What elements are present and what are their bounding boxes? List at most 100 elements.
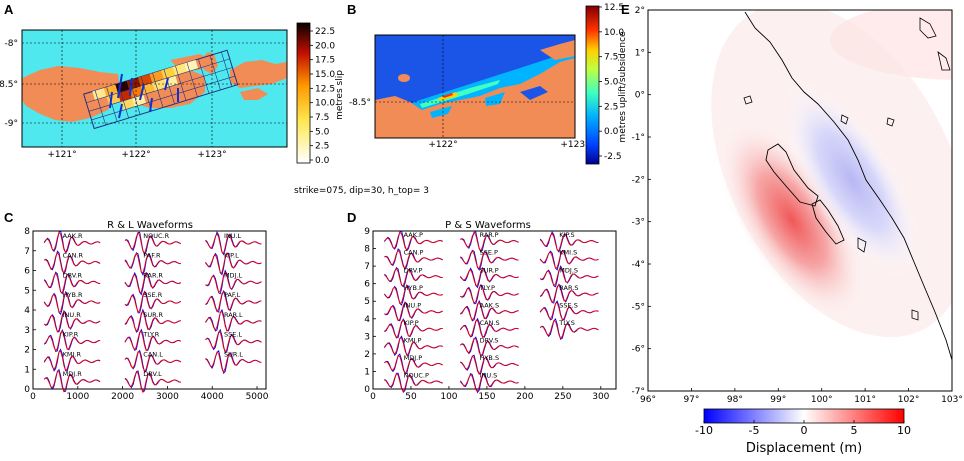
island-coastline bbox=[840, 114, 849, 125]
colorbar-tick-label: 10.0 bbox=[315, 99, 335, 109]
station-label: HYB.R bbox=[63, 291, 83, 299]
synthetic-waveform bbox=[539, 249, 599, 269]
colorbar-tick-label: 0.0 bbox=[315, 156, 330, 166]
synthetic-waveform bbox=[539, 232, 599, 252]
synthetic-waveform bbox=[43, 350, 101, 372]
model-caption: strike=075, dip=30, h_top= 3 bbox=[294, 186, 429, 196]
colorbar-tick-label: 5.0 bbox=[315, 127, 330, 137]
x-tick: +123° bbox=[197, 150, 226, 160]
y-tick-label: 8 bbox=[24, 227, 30, 237]
synthetic-waveform bbox=[124, 371, 181, 393]
colorbar-label: metres slip bbox=[335, 70, 345, 120]
station-label: INU.P bbox=[404, 301, 422, 309]
station-label: MDJ.L bbox=[224, 271, 243, 279]
station-label: INU.L bbox=[224, 232, 242, 240]
x-tick-label: 102° bbox=[898, 395, 920, 405]
station-label: CAN.S bbox=[480, 319, 500, 327]
synthetic-waveform bbox=[460, 284, 519, 304]
y-tick-label: 8 bbox=[364, 245, 370, 255]
station-label: INU.R bbox=[63, 311, 82, 319]
y-tick-label: 5 bbox=[364, 297, 370, 307]
panel-d: D P & S Waveforms 0 50 100 150 200 250 300 0 1 2 3… bbox=[347, 210, 617, 402]
synthetic-waveform bbox=[384, 337, 443, 356]
colorbar-uplift bbox=[585, 5, 600, 165]
station-label: DRV.S bbox=[480, 336, 499, 344]
synthetic-waveform bbox=[205, 331, 262, 353]
synthetic-waveform bbox=[205, 252, 262, 274]
waveform-chart-rl: 0 1000 2000 3000 4000 5000 0 1 2 3 4 5 6 7 8 AAK.R CAN.R… bbox=[24, 227, 268, 402]
station-label: SUR.R bbox=[143, 311, 163, 319]
synthetic-waveform bbox=[124, 290, 181, 313]
station-label: RAR.R bbox=[143, 271, 163, 279]
y-tick-label: 2° bbox=[635, 6, 645, 16]
panel-label-b: B bbox=[347, 2, 356, 17]
slip-vectors bbox=[109, 73, 179, 119]
y-tick-label: 1° bbox=[635, 48, 645, 58]
colorbar-uplift-ticks: 12.5 10.0 7.5 5.0 2.5 0.0 -2.5 bbox=[599, 3, 624, 162]
colorbar-tick-label: 12.5 bbox=[315, 84, 335, 94]
island-coastline bbox=[886, 117, 895, 127]
panel-b-frame bbox=[374, 34, 576, 139]
panel-a-frame bbox=[21, 29, 288, 148]
station-label: KMI.R bbox=[63, 350, 82, 358]
colorbar-tick-label: 2.5 bbox=[604, 102, 618, 112]
y-tick-label: -6° bbox=[632, 345, 645, 355]
synthetic-waveform bbox=[124, 351, 181, 373]
station-label: MDJ.R bbox=[63, 370, 83, 378]
station-label: TLY.P bbox=[479, 284, 495, 292]
synthetic-waveform bbox=[124, 231, 181, 254]
synthetic-waveform bbox=[205, 290, 262, 313]
y-tick-label: 7 bbox=[24, 247, 30, 257]
synthetic-waveform bbox=[539, 283, 599, 304]
y-tick-label: -2° bbox=[632, 175, 645, 185]
station-label: DRV.R bbox=[63, 271, 83, 279]
synthetic-waveform bbox=[44, 310, 101, 333]
x-tick-label: 200 bbox=[516, 392, 533, 402]
y-tick-label: 9 bbox=[364, 227, 370, 237]
synthetic-waveform bbox=[43, 291, 101, 313]
island-coastline bbox=[911, 309, 919, 321]
island-coastline bbox=[857, 237, 867, 253]
station-label: AAK.S bbox=[480, 301, 500, 309]
colorbar-tick-label: 10 bbox=[897, 424, 911, 437]
x-tick-label: 250 bbox=[554, 392, 571, 402]
colorbar-tick-label: 10.0 bbox=[604, 28, 624, 38]
synthetic-waveform bbox=[539, 266, 599, 287]
station-label: MDJ.P bbox=[404, 354, 423, 362]
y-tick-label: 5 bbox=[24, 286, 30, 296]
synthetic-waveform bbox=[460, 231, 519, 252]
x-tick-label: 1000 bbox=[66, 392, 89, 402]
y-tick-label: 6 bbox=[364, 280, 370, 290]
y-tick-label: 7 bbox=[364, 262, 370, 272]
station-label: NOUC.P bbox=[404, 372, 429, 380]
panel-label-d: D bbox=[347, 210, 356, 225]
panel-e-axes: 96° 97° 98° 99° 100° 101° 102° 103° 2° 1° 0° -1° -2°… bbox=[632, 6, 963, 405]
station-label: CAN.R bbox=[63, 252, 84, 260]
y-tick-label: 0 bbox=[24, 385, 30, 395]
island-coastline bbox=[937, 51, 951, 71]
land-mass bbox=[130, 70, 205, 108]
station-label: TLY.R bbox=[142, 331, 159, 339]
x-tick: +121° bbox=[47, 150, 76, 160]
synthetic-waveform bbox=[460, 355, 519, 375]
panel-c: C R & L Waveforms 0 1000 2000 3000 4000 50000… bbox=[4, 210, 269, 402]
y-tick-label: -3° bbox=[632, 218, 645, 228]
synthetic-waveform bbox=[460, 337, 519, 357]
station-label: NOUC.R bbox=[143, 232, 169, 240]
colorbar-label: metres uplift/subsidence bbox=[618, 31, 628, 143]
synthetic-waveform bbox=[124, 252, 181, 274]
synthetic-waveform bbox=[205, 311, 262, 332]
synthetic-waveform bbox=[460, 301, 519, 321]
y-tick: -8.5° bbox=[349, 98, 371, 108]
panel-b: B -8.5° +122° +123° 12.5 10.0 7.5 5.0 2.5 0.0… bbox=[347, 2, 628, 165]
station-label: TLY.S bbox=[558, 319, 575, 327]
gridlines bbox=[22, 30, 287, 147]
synthetic-waveform bbox=[44, 251, 101, 274]
station-label: SSE.P bbox=[480, 249, 498, 257]
y-tick: -8° bbox=[5, 39, 18, 49]
x-tick-label: 99° bbox=[770, 395, 786, 405]
colorbar-tick-label: 5 bbox=[851, 424, 858, 437]
colorbar-tick-label: 2.5 bbox=[315, 142, 329, 152]
y-tick-label: 1 bbox=[364, 367, 370, 377]
